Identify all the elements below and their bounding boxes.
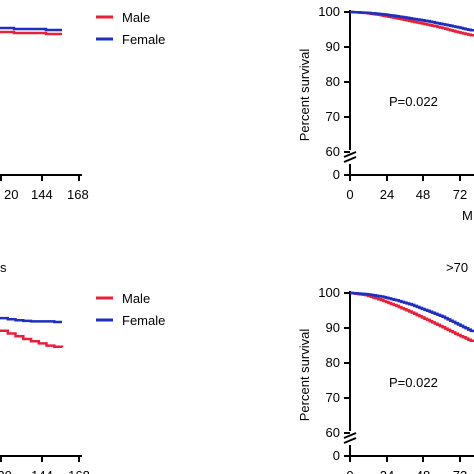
panel-top-left: 20 144 168 Male Female bbox=[0, 10, 165, 202]
y-tick-labels: 100 90 80 70 60 0 bbox=[318, 4, 340, 182]
series-group bbox=[0, 316, 64, 349]
panel-bottom-left: s 120 144 168 Male Female bbox=[0, 260, 165, 474]
y-axis-label: Percent survival bbox=[297, 49, 312, 142]
y-tick-label: 100 bbox=[318, 4, 340, 19]
x-tick-label: 48 bbox=[416, 468, 430, 474]
y-tick-label: 90 bbox=[326, 320, 340, 335]
x-tick-label: 144 bbox=[31, 187, 53, 202]
y-tick-label: 0 bbox=[333, 167, 340, 182]
panel-top-right: Percent survival 0 24 48 72 M 1 bbox=[297, 4, 474, 223]
y-tick-label: 70 bbox=[326, 109, 340, 124]
legend: Male Female bbox=[96, 291, 165, 328]
x-tick-label: 168 bbox=[67, 187, 89, 202]
panel-bottom-right: >70 Percent survival 0 24 48 72 100 bbox=[297, 260, 474, 474]
y-tick-label: 60 bbox=[326, 425, 340, 440]
series-line-male bbox=[0, 329, 64, 349]
y-ticks bbox=[344, 11, 350, 176]
y-tick-label: 0 bbox=[333, 448, 340, 463]
y-ticks bbox=[344, 292, 350, 457]
legend-label-male: Male bbox=[122, 291, 150, 306]
x-tick-label: 24 bbox=[380, 187, 394, 202]
y-axis-break bbox=[343, 151, 357, 158]
series-group bbox=[0, 26, 62, 36]
panel-title-fragment: s bbox=[0, 260, 7, 275]
series-group bbox=[350, 10, 474, 37]
x-tick-label: 72 bbox=[453, 468, 467, 474]
legend: Male Female bbox=[96, 10, 165, 47]
legend-label-male: Male bbox=[122, 10, 150, 25]
series-line-male bbox=[350, 291, 474, 343]
y-tick-labels: 100 90 80 70 60 0 bbox=[318, 285, 340, 463]
panel-title-fragment: >70 bbox=[446, 260, 468, 275]
x-tick-label: 0 bbox=[346, 187, 353, 202]
p-value-annotation: P=0.022 bbox=[389, 375, 438, 390]
series-line-male bbox=[0, 30, 62, 36]
x-tick-labels: 0 24 48 72 bbox=[346, 187, 467, 202]
y-axis-label: Percent survival bbox=[297, 329, 312, 422]
series-group bbox=[350, 291, 474, 343]
x-tick-label: 144 bbox=[31, 468, 53, 474]
y-tick-label: 70 bbox=[326, 390, 340, 405]
x-tick-label: 120 bbox=[0, 468, 12, 474]
y-axis-break bbox=[343, 432, 357, 439]
series-line-female bbox=[0, 26, 62, 32]
y-axis-break bbox=[343, 437, 357, 444]
x-tick-label: 0 bbox=[346, 468, 353, 474]
x-tick-label: 72 bbox=[453, 187, 467, 202]
y-tick-label: 60 bbox=[326, 144, 340, 159]
x-tick-label: 24 bbox=[380, 468, 394, 474]
y-tick-label: 80 bbox=[326, 355, 340, 370]
p-value-annotation: P=0.022 bbox=[389, 94, 438, 109]
legend-label-female: Female bbox=[122, 32, 165, 47]
x-tick-label: 20 bbox=[4, 187, 18, 202]
x-axis-label-fragment: M bbox=[462, 208, 473, 223]
series-line-female bbox=[350, 10, 474, 32]
series-line-female bbox=[0, 316, 62, 324]
series-line-male bbox=[350, 10, 474, 37]
series-line-female bbox=[350, 291, 474, 333]
y-tick-label: 90 bbox=[326, 39, 340, 54]
x-tick-label: 168 bbox=[68, 468, 90, 474]
x-tick-labels: 0 24 48 72 bbox=[346, 468, 467, 474]
x-tick-label: 48 bbox=[416, 187, 430, 202]
legend-label-female: Female bbox=[122, 313, 165, 328]
y-tick-label: 80 bbox=[326, 74, 340, 89]
y-tick-label: 100 bbox=[318, 285, 340, 300]
y-axis-break bbox=[343, 156, 357, 163]
